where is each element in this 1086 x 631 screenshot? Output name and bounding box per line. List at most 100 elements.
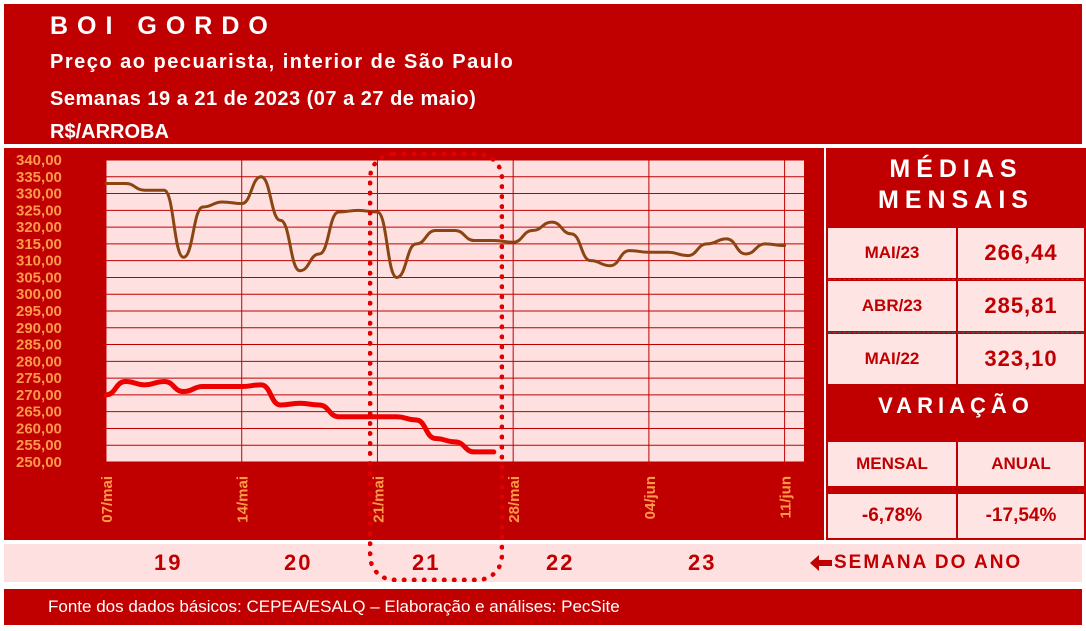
data-point xyxy=(783,244,786,247)
data-point xyxy=(318,403,321,407)
y-tick-label: 295,00 xyxy=(16,303,62,320)
header: BOI GORDO Preço ao pecuarista, interior … xyxy=(4,4,1082,144)
left-arrow-icon xyxy=(810,555,832,571)
divider xyxy=(828,279,1084,280)
y-tick-label: 290,00 xyxy=(16,320,62,337)
data-point xyxy=(647,251,651,254)
y-tick-label: 310,00 xyxy=(16,253,62,270)
y-tick-label: 250,00 xyxy=(16,454,62,471)
divider xyxy=(956,334,958,384)
data-point xyxy=(124,182,127,185)
footer: Fonte dos dados básicos: CEPEA/ESALQ – E… xyxy=(4,589,1082,625)
week-number: 22 xyxy=(546,550,575,575)
y-tick-label: 325,00 xyxy=(16,202,62,219)
medias-title: MÉDIAS MENSAIS xyxy=(826,154,1086,216)
x-tick-label: 04/jun xyxy=(642,476,659,519)
data-point xyxy=(434,437,437,440)
x-tick-label: 07/mai xyxy=(99,476,116,523)
week-number: 19 xyxy=(154,550,183,575)
chart-title: BOI GORDO xyxy=(50,12,277,40)
y-tick-label: 260,00 xyxy=(16,420,62,437)
data-point xyxy=(318,252,321,256)
week-21-highlight xyxy=(368,152,504,582)
data-point xyxy=(531,229,534,232)
data-point xyxy=(143,383,146,387)
data-point xyxy=(473,239,476,242)
average-row-value: 285,81 xyxy=(984,293,1058,318)
data-point xyxy=(337,415,340,418)
data-point xyxy=(415,418,418,422)
chart-subtitle: Preço ao pecuarista, interior de São Pau… xyxy=(50,51,515,73)
data-point xyxy=(473,450,476,454)
data-point xyxy=(453,440,457,444)
data-point xyxy=(395,415,399,418)
y-tick-label: 275,00 xyxy=(16,370,62,387)
y-tick-label: 320,00 xyxy=(16,219,62,236)
week-number: 23 xyxy=(688,550,717,575)
data-point xyxy=(608,264,612,267)
data-point xyxy=(453,229,457,232)
y-tick-label: 255,00 xyxy=(16,437,62,454)
data-point xyxy=(279,219,282,222)
data-point xyxy=(434,229,437,232)
data-point xyxy=(143,189,146,192)
data-point xyxy=(550,220,554,224)
data-point xyxy=(104,182,108,185)
data-point xyxy=(376,210,379,214)
y-tick-label: 340,00 xyxy=(16,152,62,169)
medias-title-line2: MENSAIS xyxy=(878,186,1034,214)
week-number: 21 xyxy=(412,550,441,575)
data-point xyxy=(298,402,302,405)
weeks-bar: 19 20 21 22 23 SEMANA DO ANO xyxy=(4,544,1082,582)
average-row-label: ABR/23 xyxy=(861,296,923,315)
data-point xyxy=(511,241,515,244)
data-point xyxy=(415,242,418,246)
data-point xyxy=(279,403,282,407)
average-row-value: 323,10 xyxy=(984,346,1058,371)
data-point xyxy=(201,205,205,209)
week-of-year-label: SEMANA DO ANO xyxy=(834,552,1023,573)
data-point xyxy=(162,189,166,192)
variacao-value-mensal: -6,78% xyxy=(828,494,956,538)
data-point xyxy=(182,256,185,259)
data-point xyxy=(705,242,709,246)
data-point xyxy=(240,385,243,388)
data-point xyxy=(667,251,670,254)
y-tick-label: 315,00 xyxy=(16,236,62,253)
data-point xyxy=(221,200,224,204)
average-row-value: 266,44 xyxy=(984,240,1058,265)
variacao-value-anual: -17,54% xyxy=(958,494,1084,538)
data-point xyxy=(124,380,127,383)
average-row-label: MAI/22 xyxy=(864,349,920,368)
data-point xyxy=(298,269,302,272)
data-point xyxy=(570,232,573,236)
data-point xyxy=(201,385,205,388)
y-tick-label: 270,00 xyxy=(16,387,62,404)
data-point xyxy=(628,249,631,252)
data-point xyxy=(104,393,108,397)
source-note: Fonte dos dados básicos: CEPEA/ESALQ – E… xyxy=(48,597,620,616)
divider xyxy=(956,281,958,331)
variacao-header-mensal: MENSAL xyxy=(828,442,956,486)
data-point xyxy=(356,415,360,418)
x-tick-label: 14/mai xyxy=(235,476,252,523)
y-tick-label: 265,00 xyxy=(16,404,62,421)
monthly-averages-panel: MÉDIAS MENSAIS MAI/23 266,44 ABR/23 285,… xyxy=(826,148,1086,540)
medias-title-line1: MÉDIAS xyxy=(889,155,1023,183)
data-point xyxy=(182,390,185,393)
data-point xyxy=(337,210,340,214)
average-row: MAI/22 323,10 xyxy=(828,334,1084,384)
data-point xyxy=(764,242,767,246)
data-point xyxy=(395,276,399,279)
data-point xyxy=(221,385,224,388)
x-tick-label: 28/mai xyxy=(506,476,523,523)
data-point xyxy=(376,415,379,418)
data-point xyxy=(589,259,592,262)
average-row: MAI/23 266,44 xyxy=(828,228,1084,278)
data-point xyxy=(162,380,166,383)
divider xyxy=(828,332,1084,333)
average-row: ABR/23 285,81 xyxy=(828,281,1084,331)
data-point xyxy=(492,450,495,454)
data-point xyxy=(744,252,748,256)
divider xyxy=(956,228,958,278)
